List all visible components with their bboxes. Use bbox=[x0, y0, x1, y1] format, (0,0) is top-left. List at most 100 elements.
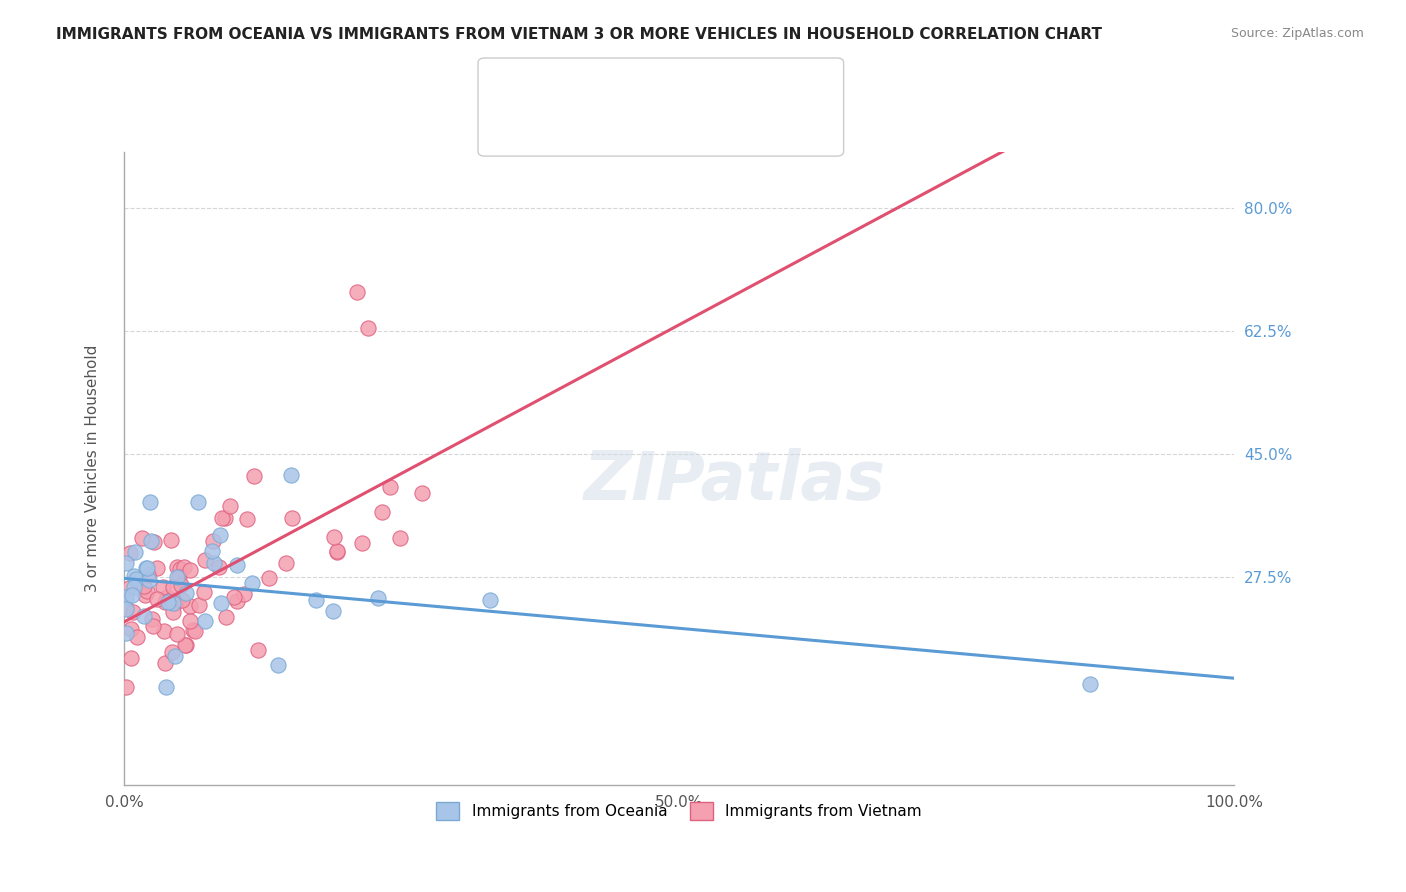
Point bbox=[163, 649, 186, 664]
Point bbox=[389, 531, 412, 545]
Point bbox=[208, 560, 231, 574]
Point bbox=[124, 572, 146, 586]
Point bbox=[142, 619, 165, 633]
Point bbox=[211, 510, 233, 524]
Point bbox=[215, 609, 238, 624]
Point bbox=[274, 556, 297, 570]
Point bbox=[120, 651, 142, 665]
Point bbox=[240, 575, 263, 590]
Point bbox=[179, 563, 201, 577]
Point bbox=[135, 561, 157, 575]
Y-axis label: 3 or more Vehicles in Household: 3 or more Vehicles in Household bbox=[86, 344, 100, 592]
Point bbox=[1078, 676, 1101, 690]
Point bbox=[162, 596, 184, 610]
Point bbox=[280, 511, 302, 525]
Point bbox=[174, 638, 197, 652]
Point bbox=[153, 656, 176, 670]
Point bbox=[202, 556, 225, 570]
Point bbox=[188, 598, 211, 612]
Point bbox=[139, 534, 162, 549]
Point bbox=[122, 569, 145, 583]
Point bbox=[179, 614, 201, 628]
Point bbox=[202, 533, 225, 548]
Point bbox=[326, 545, 349, 559]
Point bbox=[222, 590, 245, 604]
Point bbox=[218, 499, 240, 513]
Point bbox=[193, 585, 215, 599]
Point bbox=[357, 320, 380, 334]
Point bbox=[247, 643, 270, 657]
Point bbox=[305, 592, 328, 607]
Point bbox=[136, 568, 159, 582]
Point bbox=[155, 590, 177, 604]
Point bbox=[121, 588, 143, 602]
Point bbox=[139, 495, 162, 509]
Point bbox=[124, 545, 146, 559]
Text: R = -0.261   N = 36: R = -0.261 N = 36 bbox=[568, 83, 758, 101]
Point bbox=[115, 556, 138, 570]
Point bbox=[169, 561, 191, 575]
Point bbox=[118, 546, 141, 560]
Point bbox=[367, 591, 389, 605]
Text: Source: ZipAtlas.com: Source: ZipAtlas.com bbox=[1230, 27, 1364, 40]
Point bbox=[257, 571, 280, 585]
Point bbox=[141, 612, 163, 626]
Point bbox=[136, 583, 159, 598]
Text: IMMIGRANTS FROM OCEANIA VS IMMIGRANTS FROM VIETNAM 3 OR MORE VEHICLES IN HOUSEHO: IMMIGRANTS FROM OCEANIA VS IMMIGRANTS FR… bbox=[56, 27, 1102, 42]
Point bbox=[166, 570, 188, 584]
Point bbox=[153, 624, 176, 638]
Point bbox=[326, 544, 349, 558]
Point bbox=[134, 609, 156, 624]
Point bbox=[155, 595, 177, 609]
Point bbox=[143, 535, 166, 549]
Point bbox=[194, 553, 217, 567]
Point bbox=[167, 570, 190, 584]
Point bbox=[125, 630, 148, 644]
Point bbox=[370, 505, 392, 519]
Point bbox=[174, 638, 197, 652]
Point bbox=[194, 615, 217, 629]
Point bbox=[225, 594, 247, 608]
Legend: Immigrants from Oceania, Immigrants from Vietnam: Immigrants from Oceania, Immigrants from… bbox=[429, 794, 929, 828]
Point bbox=[323, 530, 346, 544]
Point bbox=[243, 469, 266, 483]
Point bbox=[322, 604, 344, 618]
Point bbox=[166, 559, 188, 574]
Point bbox=[115, 602, 138, 616]
Point bbox=[145, 592, 167, 607]
Point bbox=[155, 680, 177, 694]
Point bbox=[152, 580, 174, 594]
Point bbox=[236, 512, 259, 526]
Point bbox=[138, 573, 160, 587]
Point bbox=[173, 560, 195, 574]
Point bbox=[135, 561, 157, 575]
Point bbox=[134, 579, 156, 593]
Point bbox=[162, 605, 184, 619]
Point bbox=[479, 593, 502, 607]
Point bbox=[115, 680, 138, 694]
Point bbox=[170, 592, 193, 607]
Point bbox=[225, 558, 247, 572]
Point bbox=[179, 599, 201, 614]
Point bbox=[170, 577, 193, 591]
Point bbox=[183, 624, 205, 638]
Point bbox=[122, 580, 145, 594]
Point bbox=[146, 561, 169, 575]
Point bbox=[380, 480, 402, 494]
Point bbox=[201, 544, 224, 558]
Point bbox=[209, 596, 232, 610]
Point bbox=[233, 587, 256, 601]
Text: R =  0.428   N = 70: R = 0.428 N = 70 bbox=[568, 108, 758, 126]
Point bbox=[121, 605, 143, 619]
Point bbox=[160, 645, 183, 659]
Point bbox=[411, 486, 433, 500]
Point bbox=[280, 468, 302, 483]
Point bbox=[134, 588, 156, 602]
Point bbox=[209, 528, 232, 542]
Point bbox=[115, 590, 138, 604]
Point bbox=[174, 586, 197, 600]
Point bbox=[157, 595, 180, 609]
Point bbox=[131, 531, 153, 545]
Point bbox=[187, 494, 209, 508]
Point bbox=[160, 533, 183, 547]
